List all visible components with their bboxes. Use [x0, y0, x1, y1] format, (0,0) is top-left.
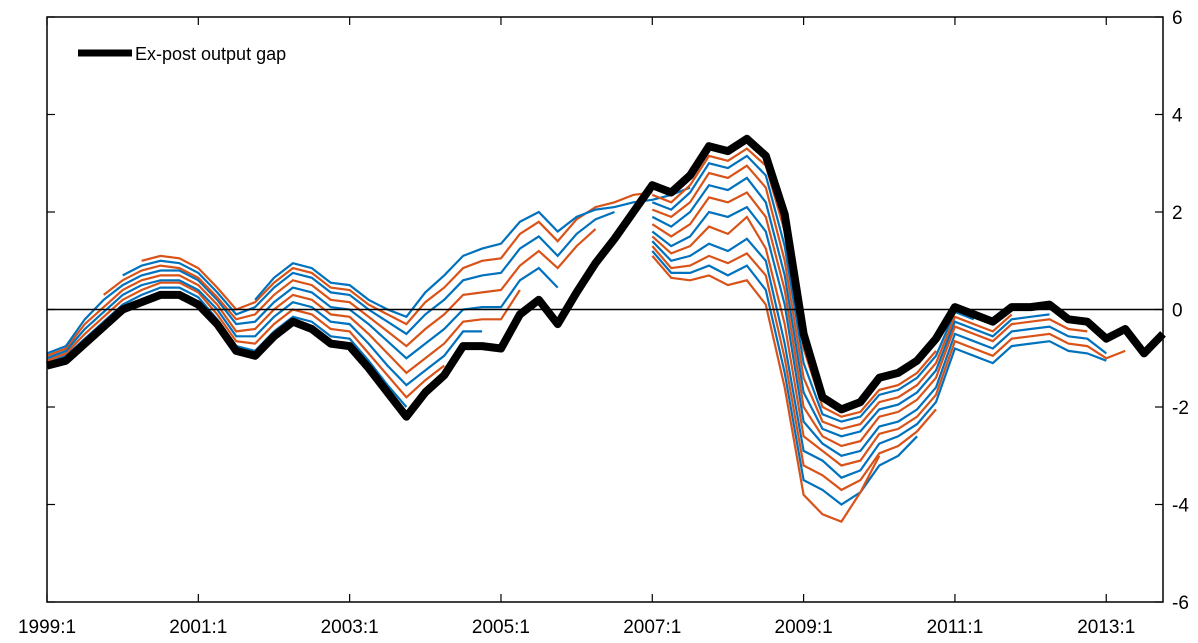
- x-tick-label: 2001:1: [169, 617, 227, 638]
- x-tick-label: 1999:1: [18, 617, 76, 638]
- y-tick-label: -4: [1172, 496, 1189, 517]
- y-tick-label: 4: [1172, 106, 1183, 127]
- series-line-vintage-2: [46, 281, 445, 399]
- legend-label-expost: Ex-post output gap: [135, 44, 286, 64]
- series-line-vintage-15: [651, 205, 1107, 457]
- y-tick-label: 0: [1172, 301, 1183, 322]
- series-line-vintage-8: [141, 191, 653, 326]
- series-line-vintage-5: [46, 266, 559, 360]
- x-tick-label: 2003:1: [321, 617, 379, 638]
- series-line-vintage-13: [651, 176, 1050, 438]
- series-line-vintage-9: [254, 186, 691, 319]
- x-tick-label: 2009:1: [775, 617, 833, 638]
- series-line-vintage-4: [46, 274, 521, 375]
- series-line-expost: [45, 134, 1166, 421]
- series-line-vintage-18: [651, 245, 937, 492]
- series-line-vintage-6: [103, 228, 597, 348]
- series-line-vintage-17: [651, 237, 1107, 479]
- x-tick-label: 2007:1: [623, 617, 681, 638]
- x-tick-label: 2005:1: [472, 617, 530, 638]
- y-tick-label: -2: [1172, 398, 1189, 419]
- y-tick-label: 2: [1172, 203, 1183, 224]
- legend: Ex-post output gap: [78, 44, 286, 64]
- x-tick-label: 2011:1: [927, 617, 984, 638]
- y-tick-label: 6: [1172, 8, 1183, 29]
- series-line-vintage-3: [46, 279, 483, 387]
- series-line-vintage-14: [651, 191, 1088, 448]
- expost-layer: [45, 134, 1166, 421]
- ticks-layer: 1999:1 2001:1 2003:1 2005:1 2007:1 2009:1 2011…: [18, 8, 1189, 638]
- series-line-vintage-19: [651, 250, 918, 506]
- x-tick-label: 2013:1: [1077, 617, 1135, 638]
- y-tick-label: -6: [1172, 593, 1189, 614]
- series-line-vintage-20: [651, 255, 881, 523]
- series-line-vintage-11: [651, 154, 975, 423]
- series-line-vintage-12: [651, 164, 1013, 431]
- series-line-vintage-16: [651, 215, 1126, 467]
